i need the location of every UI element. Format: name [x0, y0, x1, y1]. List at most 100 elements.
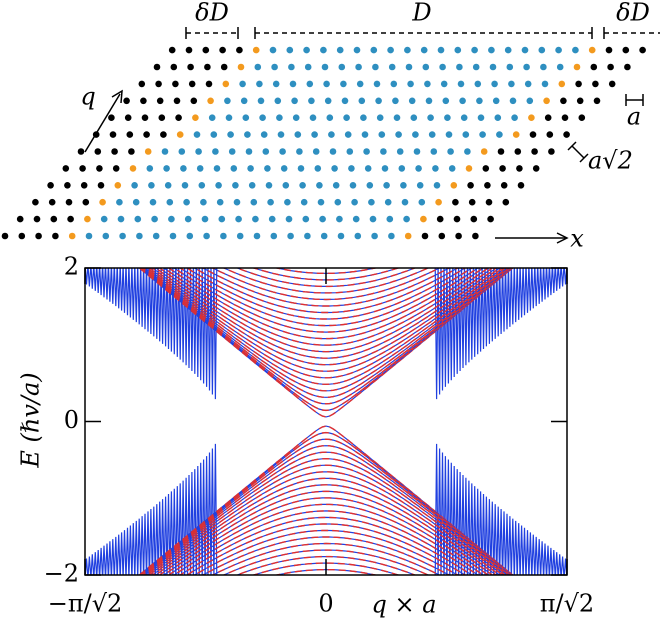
- band-fit: [148, 471, 504, 575]
- site: [509, 97, 517, 105]
- band-fit: [158, 490, 494, 575]
- site: [123, 97, 130, 105]
- band-fit: [162, 268, 490, 346]
- band: [173, 510, 479, 575]
- site: [271, 63, 278, 71]
- site: [320, 46, 327, 54]
- site: [452, 198, 459, 206]
- site: [268, 215, 276, 223]
- site: [472, 232, 479, 240]
- site: [576, 97, 584, 105]
- site: [228, 148, 236, 155]
- band-fit: [148, 268, 504, 372]
- site: [605, 46, 613, 54]
- site: [528, 114, 535, 121]
- site: [456, 63, 463, 71]
- site: [355, 63, 362, 71]
- site: [448, 165, 456, 172]
- site: [170, 63, 178, 71]
- site: [169, 232, 177, 240]
- site: [573, 63, 581, 71]
- site: [316, 182, 323, 189]
- site: [236, 232, 244, 240]
- site: [422, 63, 430, 71]
- site: [555, 46, 562, 54]
- site: [363, 148, 370, 155]
- band-fit: [158, 268, 494, 353]
- y-tick-label: −2: [44, 560, 79, 588]
- site: [158, 114, 166, 121]
- site: [368, 198, 375, 206]
- site: [216, 198, 224, 206]
- site: [563, 131, 570, 138]
- site: [253, 232, 261, 240]
- band-fit: [151, 268, 501, 366]
- x-tick-label: −π/√2: [48, 590, 123, 618]
- site: [491, 80, 498, 88]
- site: [474, 80, 482, 88]
- site: [299, 182, 306, 189]
- site: [390, 80, 398, 88]
- site: [84, 215, 91, 223]
- site: [175, 114, 182, 121]
- site: [487, 215, 494, 223]
- site: [592, 80, 599, 88]
- site: [575, 80, 582, 88]
- site: [205, 80, 213, 88]
- bracket: [567, 141, 577, 151]
- site: [334, 198, 342, 206]
- site: [398, 165, 406, 172]
- site: [235, 215, 242, 223]
- site: [134, 215, 142, 223]
- site: [472, 63, 480, 71]
- site: [386, 215, 394, 223]
- site: [111, 148, 118, 155]
- site: [447, 148, 454, 155]
- site: [131, 182, 138, 189]
- site: [233, 198, 241, 206]
- site: [348, 165, 355, 172]
- site: [459, 97, 466, 105]
- site: [279, 148, 286, 155]
- site: [210, 131, 218, 138]
- site: [430, 148, 438, 155]
- site: [97, 182, 105, 189]
- site: [393, 114, 401, 121]
- site: [114, 182, 122, 189]
- site: [482, 165, 490, 172]
- site: [360, 114, 367, 121]
- site: [119, 232, 126, 240]
- site: [297, 165, 305, 172]
- bands: [85, 268, 567, 575]
- site: [445, 131, 453, 138]
- site: [514, 148, 522, 155]
- site: [500, 182, 508, 189]
- band-fit: [193, 529, 459, 575]
- site: [455, 232, 462, 240]
- site: [219, 46, 226, 54]
- site: [479, 131, 486, 138]
- site: [516, 165, 523, 172]
- site: [47, 182, 54, 189]
- y-tick-label: 0: [64, 406, 79, 434]
- site: [468, 198, 476, 206]
- site: [546, 131, 554, 138]
- site: [285, 215, 293, 223]
- site: [176, 131, 184, 138]
- site: [16, 215, 24, 223]
- site: [484, 182, 491, 189]
- site: [260, 131, 268, 138]
- site: [52, 232, 59, 240]
- site: [352, 215, 360, 223]
- site: [427, 114, 434, 121]
- band-fit: [222, 549, 430, 575]
- site: [288, 63, 295, 71]
- site: [225, 114, 233, 121]
- site: [252, 46, 260, 54]
- band-fit: [140, 268, 512, 399]
- site: [477, 114, 485, 121]
- site: [524, 80, 532, 88]
- site: [457, 80, 465, 88]
- site: [80, 182, 88, 189]
- site: [181, 182, 189, 189]
